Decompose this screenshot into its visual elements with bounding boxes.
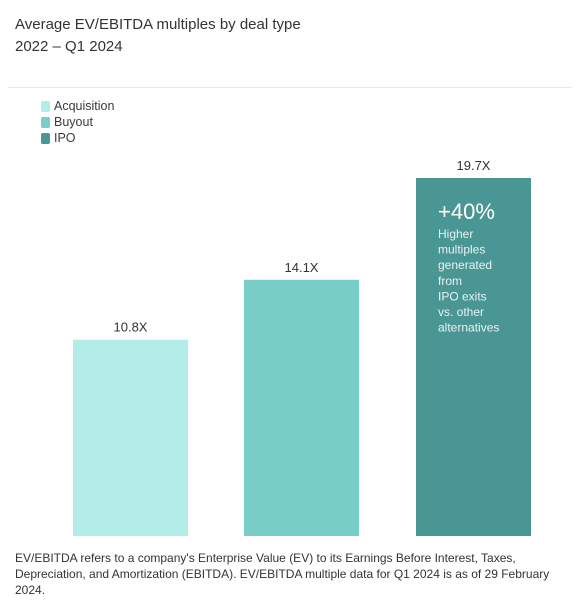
header-divider <box>8 87 572 88</box>
value-label-buyout: 14.1X <box>285 260 319 275</box>
annotation-line: IPO exits <box>438 289 487 303</box>
footnote: EV/EBITDA refers to a company's Enterpri… <box>15 551 550 597</box>
bar-chart: 10.8X 14.1X 19.7X +40% Higher multiplesgenera… <box>73 158 531 536</box>
chart-subtitle: 2022 – Q1 2024 <box>15 38 123 55</box>
chart-legend: Acquisition Buyout IPO <box>41 98 114 146</box>
annotation-line: Higher <box>438 227 473 241</box>
annotation-line: vs. other <box>438 305 484 319</box>
annotation-headline: +40% <box>438 199 495 224</box>
legend-item-acquisition: Acquisition <box>41 98 114 114</box>
legend-swatch-buyout <box>41 116 50 128</box>
value-label-acquisition: 10.8X <box>114 320 148 335</box>
annotation-line: generated <box>438 258 492 272</box>
bar-acquisition <box>73 339 188 536</box>
legend-label-ipo: IPO <box>54 131 76 145</box>
legend-item-ipo: IPO <box>41 130 114 146</box>
bar-buyout <box>244 279 359 536</box>
legend-swatch-ipo <box>41 132 50 144</box>
legend-swatch-acquisition <box>41 100 50 112</box>
legend-label-buyout: Buyout <box>54 115 93 129</box>
annotation-line: multiples <box>438 243 485 257</box>
annotation-line: from <box>438 274 462 288</box>
legend-label-acquisition: Acquisition <box>54 99 115 113</box>
legend-item-buyout: Buyout <box>41 114 114 130</box>
bar-ipo <box>416 178 531 536</box>
value-label-ipo: 19.7X <box>457 158 491 173</box>
annotation-line: alternatives <box>438 321 499 335</box>
chart-title: Average EV/EBITDA multiples by deal type <box>15 16 301 33</box>
